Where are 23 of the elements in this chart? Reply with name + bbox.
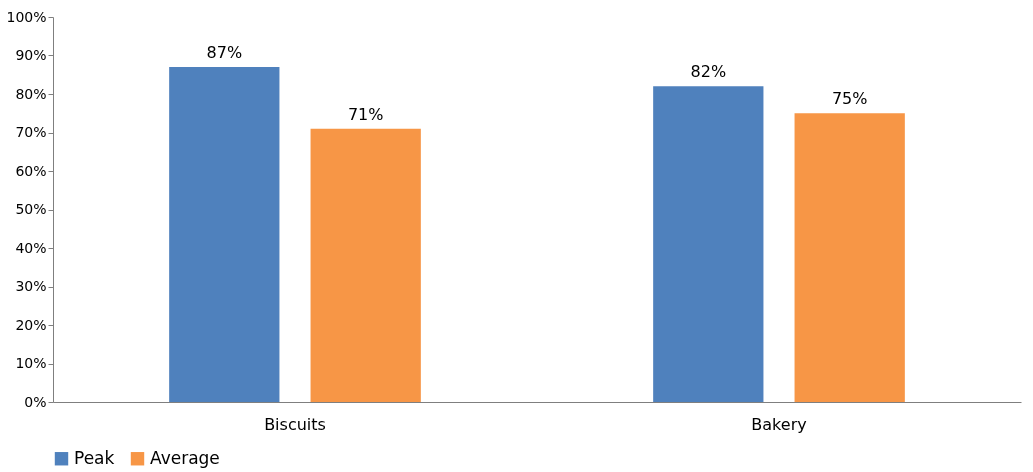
y-tick-label: 10%: [15, 355, 47, 371]
y-tick-label: 90%: [15, 47, 47, 63]
bar: [794, 113, 905, 402]
y-tick-label: 50%: [15, 201, 47, 217]
bar: [310, 128, 421, 402]
data-label: 82%: [690, 62, 727, 82]
y-tick-label: 20%: [15, 316, 47, 333]
y-tick-label: 40%: [15, 239, 47, 256]
x-tick-label: Bakery: [751, 414, 807, 434]
y-tick-label: 0%: [24, 393, 47, 410]
y-tick-label: 60%: [15, 162, 47, 179]
y-tick-label: 70%: [15, 124, 47, 140]
bar: [169, 67, 280, 402]
y-tick-label: 100%: [6, 8, 47, 25]
data-label: 87%: [206, 43, 243, 63]
x-tick-label: Biscuits: [264, 414, 326, 434]
legend-label: Peak: [74, 447, 115, 468]
y-tick-label: 30%: [15, 278, 47, 294]
bar: [653, 86, 764, 402]
data-label: 71%: [347, 104, 384, 124]
y-tick-label: 80%: [15, 85, 47, 102]
legend-label: Average: [150, 447, 220, 468]
data-label: 75%: [831, 89, 868, 109]
